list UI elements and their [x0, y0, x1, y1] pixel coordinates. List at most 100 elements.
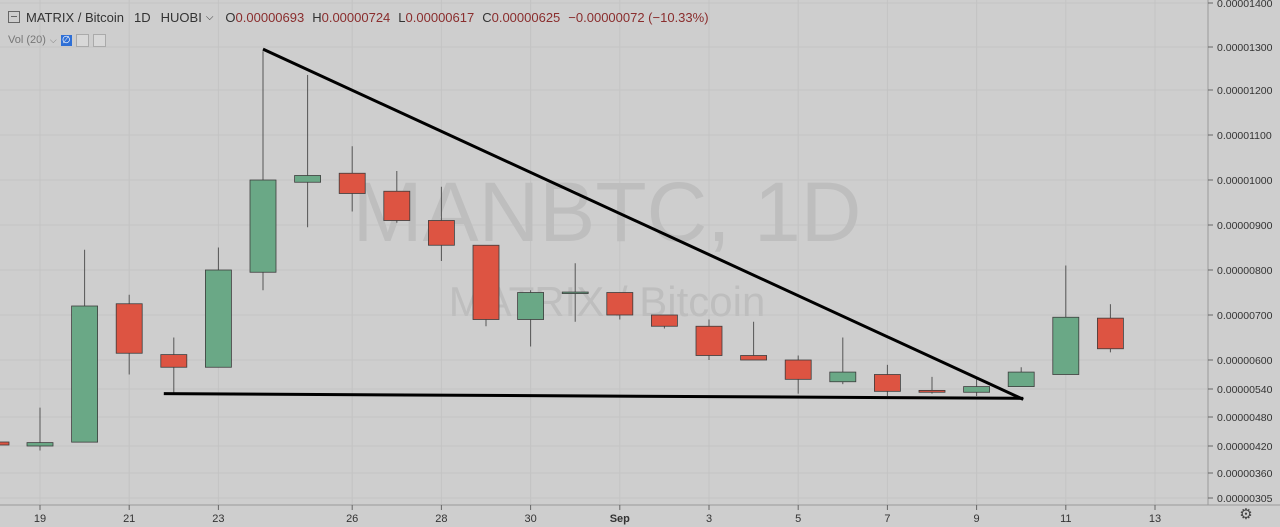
high-key: H	[312, 9, 322, 25]
candle	[294, 74, 322, 228]
candle	[249, 51, 277, 291]
y-tick-label: 0.00000800	[1217, 265, 1273, 277]
candle	[784, 355, 812, 394]
candle	[651, 314, 678, 329]
trendlines	[163, 47, 1024, 401]
candle-body	[651, 314, 678, 327]
candle-body	[606, 292, 634, 316]
y-tick-label: 0.00000480	[1217, 412, 1273, 424]
candles	[0, 51, 1124, 451]
volume-legend: Vol (20) ⌵ ∅	[8, 32, 106, 48]
candle	[963, 376, 990, 396]
candle-body	[517, 292, 544, 320]
candle	[115, 294, 143, 375]
candle	[1097, 304, 1124, 353]
candle-body	[1097, 317, 1124, 350]
collapse-box-icon[interactable]	[8, 11, 20, 23]
symbol-legend: MATRIX / Bitcoin 1D HUOBI ⌵ O 0.00000693 …	[8, 8, 717, 26]
chevron-down-icon[interactable]: ⌵	[49, 34, 57, 45]
x-tick-label: 19	[34, 513, 46, 525]
gear-icon[interactable]: ⚙	[1239, 506, 1253, 523]
candle-body	[740, 355, 767, 361]
candle	[829, 337, 857, 385]
low-value: 0.00000617	[405, 9, 475, 25]
chevron-down-icon[interactable]: ⌵	[205, 11, 214, 23]
y-tick-label: 0.00000600	[1217, 355, 1273, 367]
candle	[26, 407, 54, 451]
candle-body	[874, 374, 901, 392]
candle-body	[204, 269, 232, 368]
open-value: 0.00000693	[235, 9, 305, 25]
high-value: 0.00000724	[321, 9, 391, 25]
close-key: C	[482, 9, 492, 25]
candle	[1007, 367, 1035, 387]
interval[interactable]: 1D	[134, 9, 151, 25]
x-tick-label: 30	[524, 513, 536, 525]
candle-body	[338, 172, 366, 194]
candle-body	[963, 386, 990, 393]
candle-body	[784, 359, 812, 380]
candle	[517, 290, 544, 347]
volume-label[interactable]: Vol (20)	[8, 34, 46, 46]
candle	[606, 292, 634, 320]
candle	[338, 146, 366, 212]
candle-body	[1007, 371, 1035, 387]
x-tick-label: 5	[795, 513, 801, 525]
low-key: L	[398, 9, 406, 25]
candle-body	[918, 389, 946, 393]
candle	[918, 376, 946, 394]
candle-body	[249, 179, 277, 273]
x-tick-label: 7	[884, 513, 890, 525]
candle-body	[115, 303, 143, 354]
candle-body	[160, 354, 188, 368]
grid-lines	[0, 0, 1208, 505]
candle	[740, 321, 767, 361]
x-tick-label: 3	[706, 513, 712, 525]
x-tick-label: 11	[1060, 513, 1071, 525]
y-tick-label: 0.00000420	[1217, 441, 1273, 453]
y-tick-label: 0.00001000	[1217, 175, 1273, 187]
price-axis[interactable]: 0.00001400 0.00001300 0.00001200 0.00001100…	[1208, 0, 1273, 505]
candle	[472, 244, 500, 327]
x-tick-label: 28	[435, 513, 447, 525]
trendline-descending-resistance[interactable]	[262, 47, 1024, 401]
symbol-name[interactable]: MATRIX / Bitcoin	[26, 9, 125, 25]
candle-body	[695, 325, 723, 356]
close-icon[interactable]	[92, 33, 106, 47]
candle	[874, 364, 901, 396]
eye-icon[interactable]: ∅	[60, 34, 72, 46]
candle-body	[472, 244, 500, 320]
y-tick-label: 0.00000540	[1217, 384, 1273, 396]
exchange[interactable]: HUOBI	[160, 9, 202, 25]
candle	[383, 171, 411, 223]
y-tick-label: 0.00000360	[1217, 468, 1273, 480]
candle-body	[829, 371, 857, 383]
candle-body	[26, 442, 54, 447]
time-axis[interactable]: 19 21 23 26 28 30 Sep 3 5 7 9 11 13	[34, 505, 1161, 525]
x-tick-label: 26	[346, 513, 358, 525]
y-tick-label: 0.00000900	[1217, 220, 1273, 232]
trendline-flat-support[interactable]	[163, 392, 1024, 400]
y-tick-label: 0.00000305	[1217, 493, 1273, 505]
candle	[695, 319, 723, 360]
candle-body	[71, 305, 98, 443]
candle-body	[427, 220, 455, 246]
candle-body	[383, 190, 411, 221]
open-key: O	[225, 9, 236, 25]
candle-body	[1052, 316, 1080, 375]
y-tick-label: 0.00001200	[1217, 85, 1273, 97]
y-tick-label: 0.00000700	[1217, 310, 1273, 322]
candle-body	[561, 291, 589, 294]
change-value: −0.00000072 (−10.33%)	[568, 9, 709, 25]
y-tick-label: 0.00001100	[1217, 130, 1272, 142]
y-tick-label: 0.00001300	[1217, 42, 1273, 54]
candle	[561, 263, 589, 322]
x-tick-label: 9	[974, 513, 980, 525]
settings-icon[interactable]	[75, 33, 89, 47]
y-tick-label: 0.00001400	[1217, 0, 1273, 10]
close-value: 0.00000625	[491, 9, 561, 25]
candle	[1052, 265, 1080, 375]
x-tick-label: Sep	[610, 513, 630, 525]
candle	[427, 186, 455, 261]
